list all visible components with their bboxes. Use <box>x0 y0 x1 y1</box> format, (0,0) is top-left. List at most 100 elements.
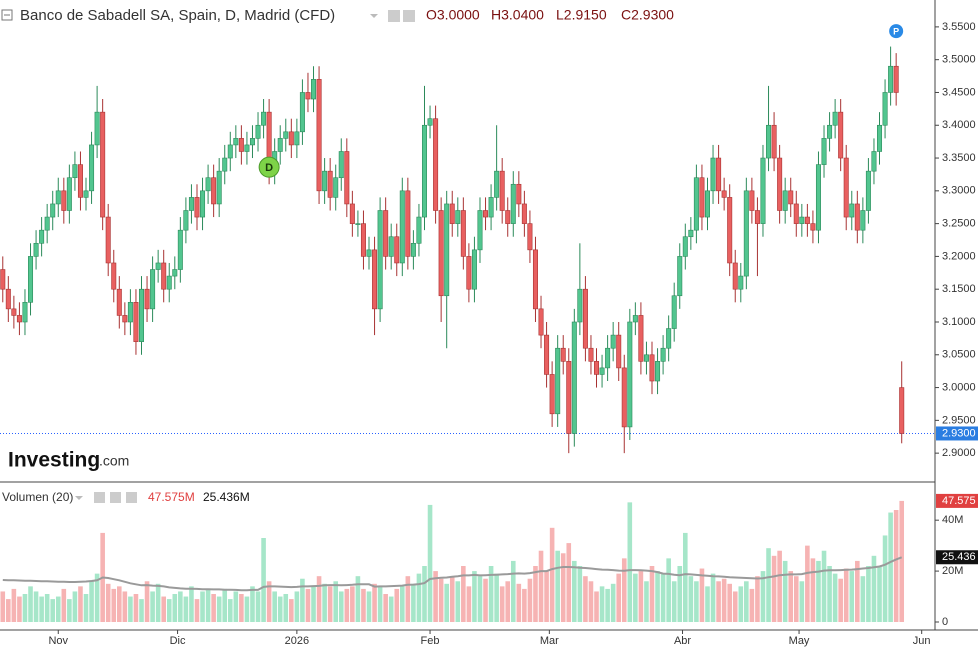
candle-body <box>460 210 466 257</box>
candle-body <box>216 170 222 205</box>
close-icon[interactable] <box>126 492 137 503</box>
candle-body <box>888 65 894 93</box>
volume-title: Volumen (20) <box>2 490 73 504</box>
dropdown-icon[interactable] <box>370 14 378 18</box>
candle-body <box>788 190 794 205</box>
candle-body <box>133 302 139 342</box>
candle-body <box>494 170 500 198</box>
chart-title: Banco de Sabadell SA, Spain, D, Madrid (… <box>20 7 335 24</box>
volume-bar <box>694 581 699 622</box>
candle-body <box>455 210 461 224</box>
volume-bar <box>333 581 339 622</box>
candle-body <box>155 262 161 270</box>
candle-body <box>549 374 555 415</box>
volume-bar <box>411 583 416 622</box>
y-tick-label: 3.1000 <box>942 316 976 328</box>
volume-bar <box>871 555 877 622</box>
volume-bar <box>488 566 494 622</box>
volume-bar <box>89 581 94 622</box>
volume-bar <box>705 586 710 622</box>
candle-body <box>877 124 883 152</box>
settings-icon[interactable] <box>94 492 105 503</box>
volume-tag: 47.575 <box>942 495 976 507</box>
volume-bar <box>738 586 744 622</box>
dropdown-icon[interactable] <box>75 496 83 500</box>
candle-body <box>793 203 799 224</box>
current-price-label: 2.9300 <box>942 427 976 439</box>
candle-body <box>749 190 755 211</box>
volume-bar <box>433 571 438 622</box>
candle-body <box>388 236 394 257</box>
volume-ma-line <box>2 556 903 592</box>
candle-body <box>405 190 411 257</box>
volume-bar <box>122 591 128 622</box>
candle-body <box>349 203 355 224</box>
candle-body <box>299 92 305 133</box>
volume-bar <box>300 578 305 622</box>
volume-bar <box>655 571 660 622</box>
volume-bar <box>449 576 455 622</box>
candle-body <box>188 197 194 211</box>
candle-body <box>727 197 733 264</box>
candle-body <box>333 177 339 198</box>
volume-bar <box>155 583 161 622</box>
candle-body <box>394 236 400 264</box>
volume-bar <box>588 581 594 622</box>
candle-body <box>77 164 83 198</box>
candle-body <box>116 288 122 316</box>
volume-bar <box>849 571 855 622</box>
logo: Investing <box>8 449 100 472</box>
volume-bar <box>261 538 266 622</box>
candle-body <box>249 138 255 146</box>
candle-body <box>61 190 67 211</box>
volume-bar <box>572 560 577 622</box>
event-label: P <box>893 26 899 36</box>
candle-body <box>560 347 566 362</box>
candle-body <box>100 111 106 218</box>
volume-bar <box>749 588 755 622</box>
candle-body <box>138 288 144 342</box>
volume-y-tick-label: 0 <box>942 616 948 628</box>
y-tick-label: 3.1500 <box>942 283 976 295</box>
candle-body <box>621 367 627 428</box>
candle-body <box>466 256 472 290</box>
candle-body <box>33 242 39 257</box>
candle-body <box>227 144 233 159</box>
candle-body <box>238 138 244 152</box>
candle-body <box>421 124 427 218</box>
volume-bar <box>144 581 150 622</box>
volume-bar <box>466 586 472 622</box>
candle-body <box>172 269 178 277</box>
y-tick-label: 3.4000 <box>942 119 976 131</box>
candle-body <box>693 177 699 231</box>
logo-suffix: .com <box>99 453 129 469</box>
event-marker <box>258 156 280 178</box>
volume-bar <box>633 573 638 622</box>
volume-bar <box>166 599 172 622</box>
candle-body <box>771 124 777 159</box>
volume-bar <box>444 583 449 622</box>
volume-bar <box>805 545 810 622</box>
event-marker <box>889 24 904 39</box>
candle-body <box>111 262 117 290</box>
candle-body <box>183 210 189 231</box>
candle-body <box>716 157 722 192</box>
volume-bar <box>627 502 633 622</box>
hide-icon[interactable] <box>403 10 415 22</box>
candle-body <box>882 92 888 126</box>
candle-body <box>488 197 494 218</box>
volume-bar <box>394 588 400 622</box>
volume-bar <box>599 586 605 622</box>
volume-bar <box>388 596 394 622</box>
volume-bar <box>838 578 843 622</box>
candle-body <box>410 242 416 257</box>
candle-body <box>854 203 860 231</box>
settings-icon[interactable] <box>110 492 121 503</box>
settings-icon[interactable] <box>388 10 400 22</box>
candle-body <box>338 151 344 179</box>
candle-body <box>838 111 844 159</box>
candle-body <box>277 138 283 152</box>
volume-bar <box>671 581 677 622</box>
volume-bar <box>105 583 111 622</box>
collapse-icon[interactable] <box>1 9 13 21</box>
